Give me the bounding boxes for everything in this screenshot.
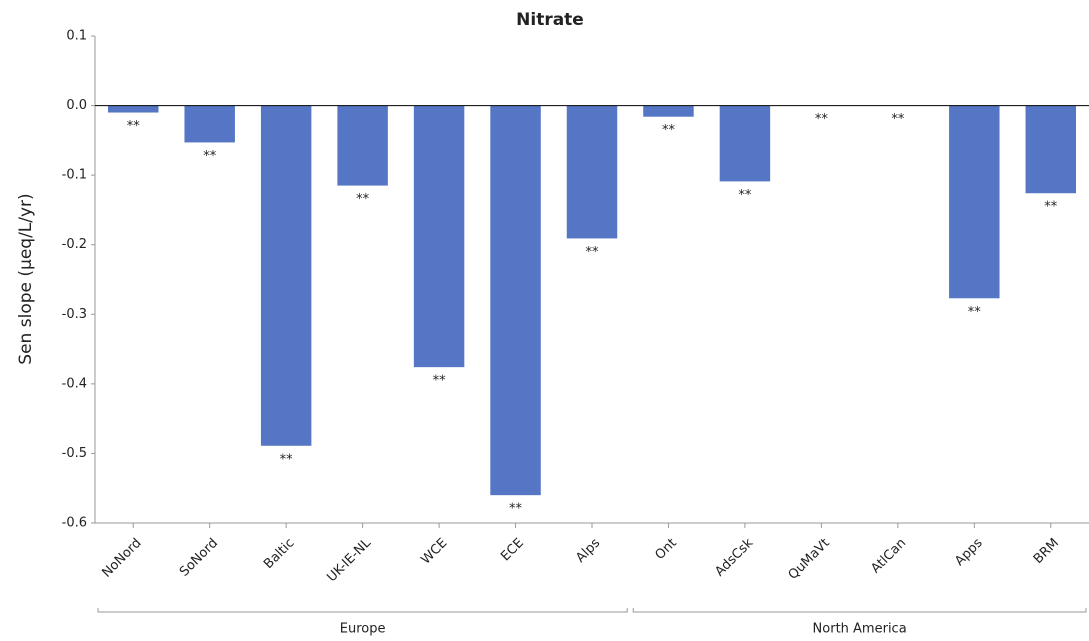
bar (643, 105, 694, 117)
bar (260, 105, 312, 446)
significance-label: ** (356, 192, 370, 207)
x-tick-label: AdsCsk (712, 535, 756, 579)
bar (1025, 105, 1077, 194)
x-tick-label: Apps (952, 536, 986, 570)
significance-label: ** (968, 305, 982, 320)
bar (107, 105, 159, 113)
significance-label: ** (203, 149, 217, 164)
x-tick-label: WCE (418, 536, 450, 568)
bar (184, 105, 235, 143)
x-tick-label: Alps (573, 536, 603, 566)
x-tick-label: SoNord (177, 536, 221, 580)
bar (566, 105, 618, 239)
x-tick-label: AtlCan (868, 536, 909, 577)
x-tick-label: BRM (1031, 536, 1062, 567)
group-label: North America (813, 622, 907, 637)
significance-label: ** (586, 245, 600, 260)
significance-label: ** (509, 502, 523, 517)
x-tick-label: NoNord (99, 536, 144, 581)
y-tick-label: -0.3 (62, 307, 87, 322)
significance-label: ** (891, 112, 905, 127)
x-tick-label: Ont (652, 536, 679, 563)
x-tick-label: QuMaVt (786, 536, 833, 583)
significance-label: ** (280, 452, 294, 467)
y-tick-label: -0.1 (62, 168, 87, 183)
x-tick-label: Baltic (261, 536, 297, 572)
bar (337, 105, 388, 186)
x-tick-label: UK-IE-NL (324, 535, 374, 585)
significance-label: ** (1044, 200, 1058, 215)
y-tick-label: 0.1 (66, 29, 87, 44)
y-tick-label: -0.4 (62, 376, 87, 391)
significance-label: ** (815, 112, 829, 127)
bar (413, 105, 465, 368)
group-label: Europe (340, 622, 386, 637)
y-tick-label: -0.5 (62, 446, 87, 461)
x-tick-label: ECE (498, 536, 527, 565)
significance-label: ** (127, 119, 141, 134)
y-tick-label: -0.6 (62, 516, 87, 531)
group-bracket (97, 608, 628, 613)
group-bracket (632, 608, 1087, 613)
y-tick-label: -0.2 (62, 237, 87, 252)
bar (719, 105, 771, 182)
bar (949, 105, 1000, 299)
bar (490, 105, 541, 496)
significance-label: ** (738, 188, 752, 203)
chart-title: Nitrate (516, 10, 584, 30)
significance-label: ** (662, 123, 676, 138)
significance-label: ** (433, 374, 447, 389)
y-tick-label: 0.0 (66, 98, 87, 113)
y-axis-label: Sen slope (μeq/L/yr) (16, 193, 36, 364)
